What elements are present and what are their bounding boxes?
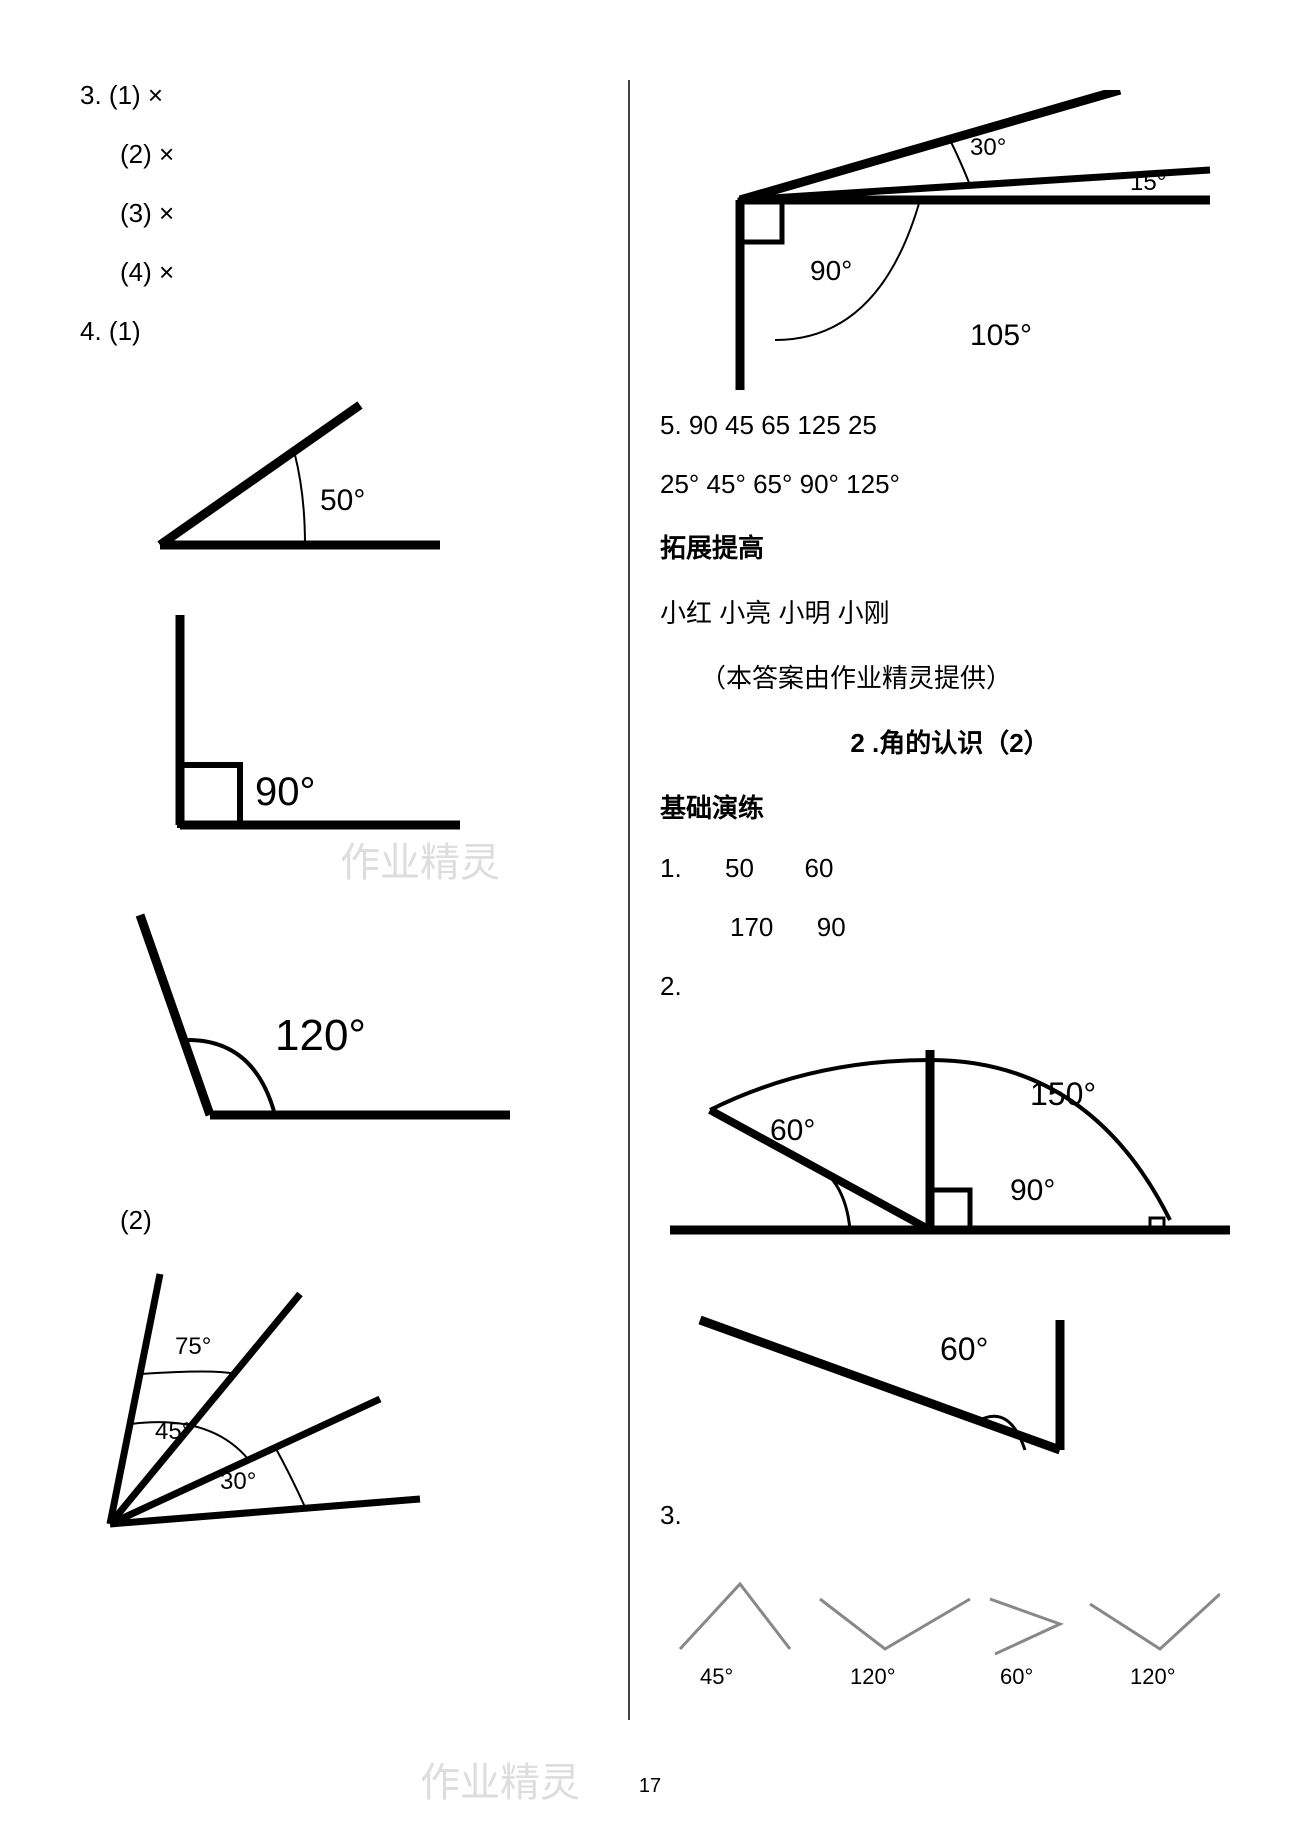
angle-90-label: 90° bbox=[255, 770, 316, 814]
q2-label: 2. bbox=[660, 971, 1240, 1002]
q5-line2: 25° 45° 65° 90° 125° bbox=[660, 469, 1240, 500]
q4-label: 4. (1) bbox=[80, 316, 628, 347]
top-90: 90° bbox=[810, 255, 852, 286]
fan-30: 30° bbox=[220, 1468, 256, 1495]
left-column: 3. (1) × (2) × (3) × (4) × 4. (1) 50° 90… bbox=[80, 80, 628, 1778]
fan-diagram: 75° 45° 30° bbox=[80, 1264, 628, 1544]
q3-v2: 120° bbox=[850, 1664, 896, 1689]
q1-row: 1. 50 60 bbox=[660, 853, 1240, 884]
q2-60b: 60° bbox=[940, 1331, 988, 1367]
q2-60b-diagram: 60° bbox=[660, 1300, 1240, 1470]
right-column: 30° 15° 90° 105° 5. 90 45 65 125 25 25° … bbox=[630, 80, 1240, 1778]
q1-r1b: 60 bbox=[805, 853, 834, 883]
page-number: 17 bbox=[639, 1775, 661, 1798]
section-title-2: 2 .角的认识（2） bbox=[660, 723, 1240, 760]
q3-diagram-row: 45° 120° 60° 120° bbox=[660, 1559, 1240, 1699]
q3-3: (3) × bbox=[80, 198, 628, 229]
q3-v1: 45° bbox=[700, 1664, 733, 1689]
q5-line1: 5. 90 45 65 125 25 bbox=[660, 410, 1240, 441]
compound-angle-diagram: 30° 15° 90° 105° bbox=[660, 90, 1240, 390]
q1-r1a: 50 bbox=[725, 853, 754, 883]
q1-r2b: 90 bbox=[817, 912, 846, 942]
q3-v4: 120° bbox=[1130, 1664, 1176, 1689]
fan-75: 75° bbox=[175, 1333, 211, 1360]
q3r-label: 3. bbox=[660, 1500, 1240, 1531]
q3-4: (4) × bbox=[80, 257, 628, 288]
q2-diagram: 60° 150° 90° bbox=[660, 1030, 1240, 1280]
q3-2: (2) × bbox=[80, 139, 628, 170]
angle-50-label: 50° bbox=[320, 484, 365, 517]
q1-r2a: 170 bbox=[730, 912, 773, 942]
q3-v3: 60° bbox=[1000, 1664, 1033, 1689]
angle-120-diagram: 120° bbox=[80, 895, 628, 1155]
top-105: 105° bbox=[970, 319, 1032, 352]
q3-1: 3. (1) × bbox=[80, 80, 628, 111]
q2-150: 150° bbox=[1030, 1076, 1096, 1112]
angle-50-diagram: 50° bbox=[80, 375, 628, 575]
q2-60: 60° bbox=[770, 1114, 815, 1147]
angle-90-diagram: 90° bbox=[80, 595, 628, 855]
section-extend: 拓展提高 bbox=[660, 528, 1240, 565]
names-line: 小红 小亮 小明 小刚 bbox=[660, 593, 1240, 630]
q1-row2: 170 90 bbox=[660, 912, 1240, 943]
q2-90: 90° bbox=[1010, 1174, 1055, 1207]
section-basic: 基础演练 bbox=[660, 788, 1240, 825]
top-30: 30° bbox=[970, 134, 1006, 161]
credit-line: （本答案由作业精灵提供） bbox=[660, 658, 1240, 695]
q4-2-label: (2) bbox=[80, 1205, 628, 1236]
fan-45: 45° bbox=[155, 1418, 191, 1445]
q1-label: 1. bbox=[660, 853, 682, 883]
top-15: 15° bbox=[1130, 169, 1166, 196]
angle-120-label: 120° bbox=[275, 1011, 366, 1060]
